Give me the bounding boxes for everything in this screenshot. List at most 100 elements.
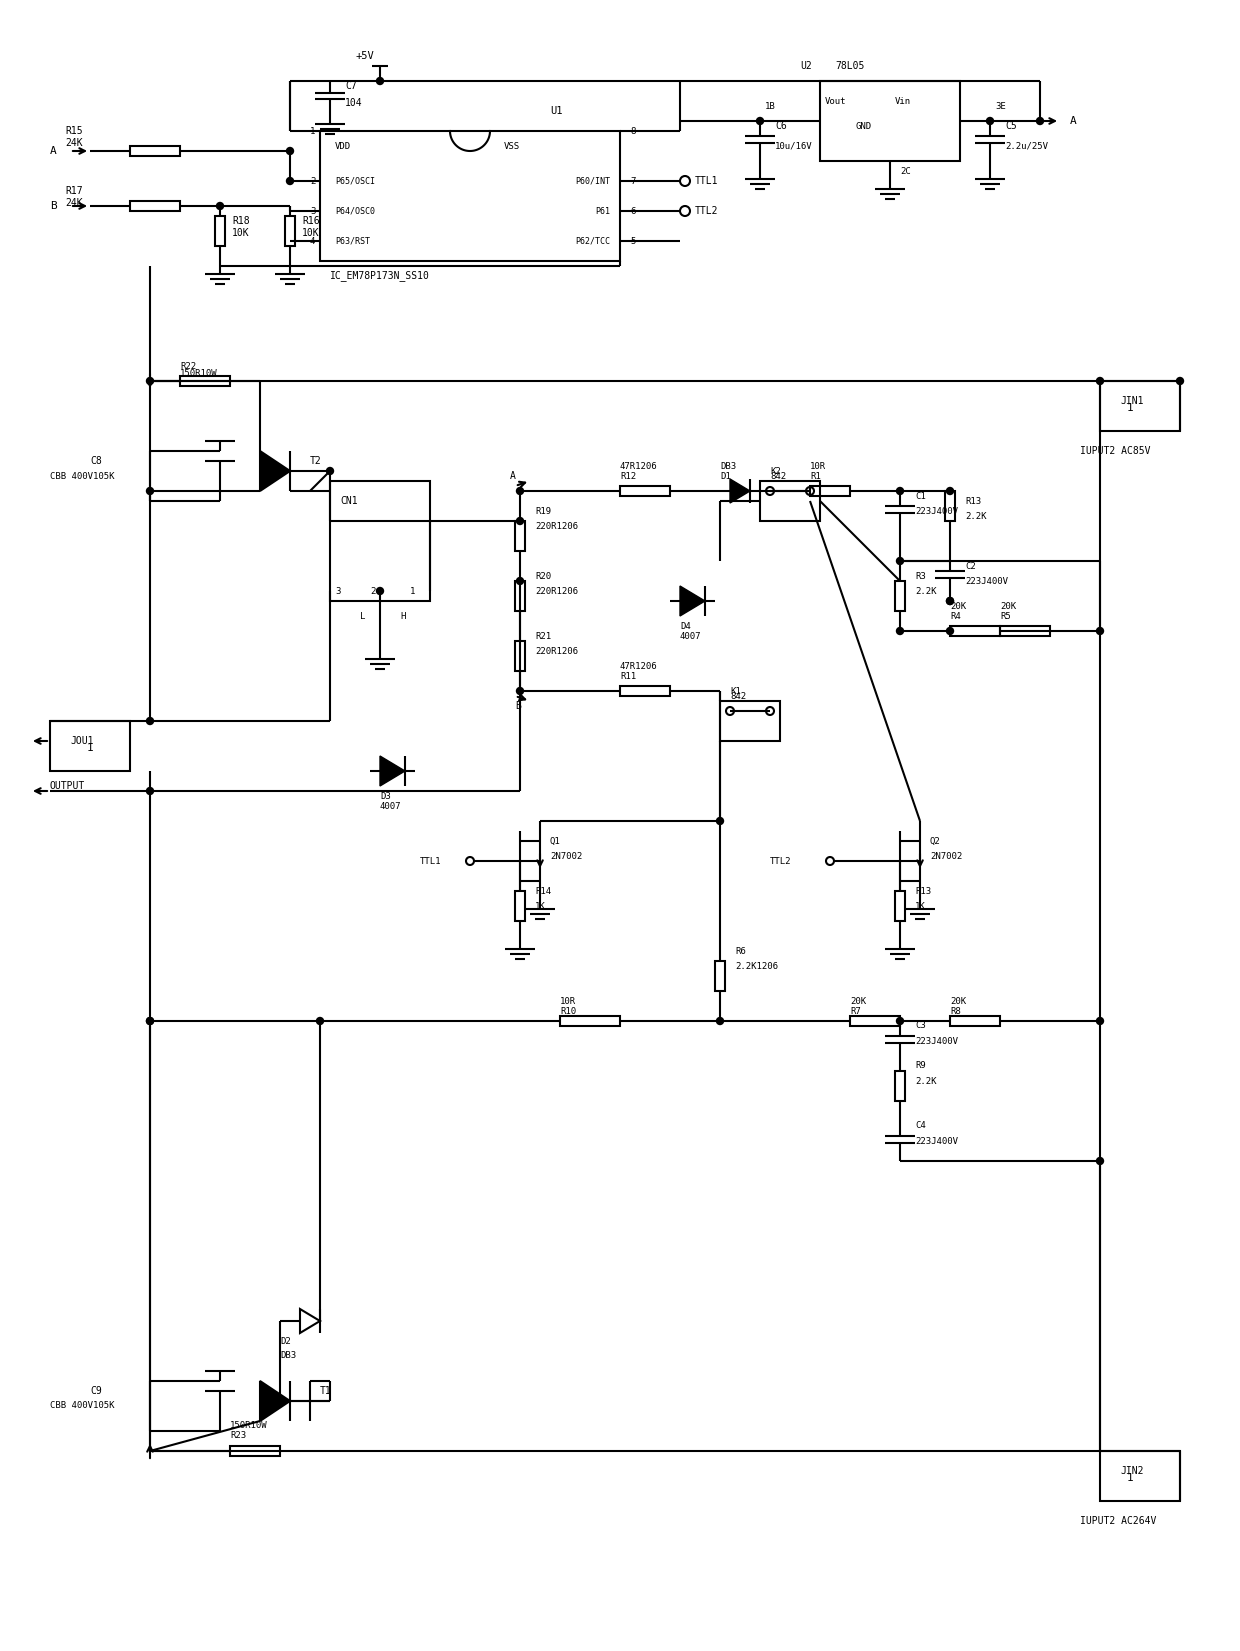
Text: 20K: 20K bbox=[950, 601, 966, 611]
Bar bbox=[330, 480, 430, 601]
Text: 3E: 3E bbox=[994, 101, 1006, 111]
Text: 220R1206: 220R1206 bbox=[534, 586, 578, 596]
Text: 10R: 10R bbox=[810, 462, 826, 471]
Text: Vin: Vin bbox=[895, 96, 911, 106]
Text: 4007: 4007 bbox=[379, 801, 402, 811]
Text: 223J400V: 223J400V bbox=[915, 1136, 959, 1146]
Text: 78L05: 78L05 bbox=[835, 61, 864, 71]
Text: C2: C2 bbox=[965, 561, 976, 571]
Text: B: B bbox=[50, 201, 57, 211]
Text: Q1: Q1 bbox=[551, 837, 560, 845]
Text: B: B bbox=[515, 702, 521, 712]
Text: R4: R4 bbox=[950, 611, 961, 621]
Circle shape bbox=[146, 718, 154, 725]
Text: 1: 1 bbox=[87, 743, 93, 753]
Circle shape bbox=[146, 378, 154, 385]
Text: 2N7002: 2N7002 bbox=[551, 852, 583, 860]
Text: DB3: DB3 bbox=[280, 1352, 296, 1360]
Text: D2: D2 bbox=[280, 1337, 290, 1346]
Text: P65/OSCI: P65/OSCI bbox=[335, 177, 374, 185]
Text: 8: 8 bbox=[630, 127, 635, 135]
Text: R11: R11 bbox=[620, 672, 636, 680]
Text: R17: R17 bbox=[64, 187, 83, 196]
Text: R12: R12 bbox=[620, 472, 636, 480]
Bar bbox=[130, 201, 180, 211]
Bar bbox=[820, 81, 960, 162]
Text: R15: R15 bbox=[64, 125, 83, 135]
Text: 10u/16V: 10u/16V bbox=[775, 142, 812, 150]
Text: K2: K2 bbox=[770, 467, 781, 475]
Text: Vout: Vout bbox=[825, 96, 847, 106]
Text: P60/INT: P60/INT bbox=[575, 177, 610, 185]
Text: 2C: 2C bbox=[900, 167, 910, 175]
Bar bbox=[215, 216, 224, 246]
Text: 150R10W: 150R10W bbox=[180, 368, 218, 378]
Circle shape bbox=[286, 178, 294, 185]
Circle shape bbox=[326, 467, 334, 474]
Text: 20K: 20K bbox=[950, 997, 966, 1005]
Bar bbox=[620, 687, 670, 697]
Text: 842: 842 bbox=[730, 692, 746, 700]
Text: 2: 2 bbox=[310, 177, 315, 185]
Text: IUPUT2 AC85V: IUPUT2 AC85V bbox=[1080, 446, 1151, 456]
Text: 104: 104 bbox=[345, 97, 362, 107]
Text: TTL1: TTL1 bbox=[420, 857, 441, 865]
Text: 220R1206: 220R1206 bbox=[534, 647, 578, 655]
Text: 47R1206: 47R1206 bbox=[620, 662, 657, 670]
Text: 1K: 1K bbox=[915, 901, 926, 910]
Text: 1B: 1B bbox=[765, 101, 776, 111]
Circle shape bbox=[517, 517, 523, 525]
Circle shape bbox=[987, 117, 993, 124]
Text: R23: R23 bbox=[229, 1431, 246, 1441]
Text: R5: R5 bbox=[999, 611, 1011, 621]
Text: C8: C8 bbox=[91, 456, 102, 466]
Text: +5V: +5V bbox=[355, 51, 373, 61]
Text: 24K: 24K bbox=[64, 198, 83, 208]
Text: R16: R16 bbox=[303, 216, 320, 226]
Text: R6: R6 bbox=[735, 946, 745, 956]
Bar bbox=[950, 626, 999, 636]
Bar bbox=[515, 892, 525, 921]
Polygon shape bbox=[730, 479, 750, 504]
Circle shape bbox=[377, 588, 383, 594]
Text: 4: 4 bbox=[310, 236, 315, 246]
Circle shape bbox=[146, 1017, 154, 1025]
Bar bbox=[130, 145, 180, 155]
Circle shape bbox=[517, 578, 523, 584]
Bar bbox=[895, 1071, 905, 1101]
Polygon shape bbox=[260, 1380, 290, 1422]
Text: 150R10W: 150R10W bbox=[229, 1422, 268, 1430]
Bar bbox=[229, 1446, 280, 1456]
Circle shape bbox=[377, 78, 383, 84]
Text: D1: D1 bbox=[720, 472, 730, 480]
Text: 10K: 10K bbox=[303, 228, 320, 238]
Text: P61: P61 bbox=[595, 206, 610, 216]
Circle shape bbox=[316, 1017, 324, 1025]
Text: U2: U2 bbox=[800, 61, 812, 71]
Text: C1: C1 bbox=[915, 492, 926, 500]
Circle shape bbox=[1177, 378, 1183, 385]
Polygon shape bbox=[379, 756, 405, 786]
Text: 2: 2 bbox=[370, 586, 376, 596]
Circle shape bbox=[1096, 378, 1104, 385]
Text: K1: K1 bbox=[730, 687, 740, 695]
Text: C5: C5 bbox=[1004, 121, 1017, 130]
Text: 1: 1 bbox=[310, 127, 315, 135]
Text: TTL2: TTL2 bbox=[770, 857, 791, 865]
Circle shape bbox=[517, 487, 523, 495]
Bar bbox=[560, 1015, 620, 1025]
Text: R10: R10 bbox=[560, 1007, 577, 1015]
Text: 3: 3 bbox=[335, 586, 340, 596]
Text: 842: 842 bbox=[770, 472, 786, 480]
Text: Q2: Q2 bbox=[930, 837, 941, 845]
Circle shape bbox=[1037, 117, 1044, 124]
Bar bbox=[1100, 1451, 1180, 1501]
Text: 20K: 20K bbox=[849, 997, 866, 1005]
Bar bbox=[895, 892, 905, 921]
Circle shape bbox=[946, 598, 954, 604]
Text: 1: 1 bbox=[1127, 1473, 1133, 1483]
Circle shape bbox=[717, 1017, 723, 1025]
Text: L: L bbox=[360, 611, 366, 621]
Bar bbox=[810, 485, 849, 495]
Text: T1: T1 bbox=[320, 1385, 332, 1397]
